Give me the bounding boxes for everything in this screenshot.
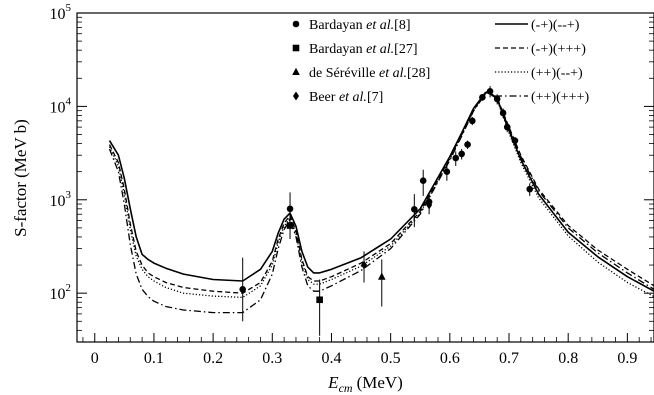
circle-point bbox=[458, 150, 465, 158]
legend-curve-label: (++)(+++) bbox=[531, 90, 589, 105]
y-tick-label: 104 bbox=[50, 95, 72, 116]
y-tick-label: 102 bbox=[50, 282, 72, 303]
y-tick-exponent: 2 bbox=[66, 282, 72, 294]
curve-4 bbox=[108, 92, 654, 314]
legend-entry-etal: et al. bbox=[366, 42, 394, 57]
legend-entry-ref: [27] bbox=[394, 42, 417, 57]
legend-entry-name: Bardayan bbox=[309, 18, 366, 33]
x-axis-title-unit: (MeV) bbox=[357, 373, 403, 392]
circle-point bbox=[452, 154, 460, 162]
legend-entry-name: de Séréville bbox=[309, 66, 379, 81]
legend-entry-label: Beer et al.[7] bbox=[309, 90, 383, 105]
legend-curve-label: (-+)(+++) bbox=[531, 42, 586, 57]
legend-entry-ref: [8] bbox=[394, 18, 410, 33]
x-axis-title: Ecm (MeV) bbox=[327, 373, 403, 395]
circle-point bbox=[239, 286, 247, 293]
x-axis-title-var: E bbox=[327, 373, 339, 392]
legend-entry-label: Bardayan et al.[27] bbox=[309, 42, 417, 57]
data-series-1 bbox=[239, 86, 534, 322]
circle-point bbox=[479, 94, 486, 101]
legend-entry-etal: et al. bbox=[339, 90, 367, 105]
y-tick-base: 10 bbox=[50, 99, 66, 116]
x-tick-label: 0.6 bbox=[440, 350, 460, 367]
circle-point bbox=[526, 185, 534, 193]
x-tick-label: 0.4 bbox=[321, 350, 341, 367]
y-tick-base: 10 bbox=[50, 6, 66, 23]
circle-point bbox=[419, 177, 427, 185]
circle-point bbox=[493, 95, 501, 103]
points-layer bbox=[239, 86, 534, 336]
y-tick-exponent: 3 bbox=[66, 189, 72, 201]
square-point bbox=[316, 296, 323, 304]
legend: Bardayan et al.[8]Bardayan et al.[27]de … bbox=[292, 18, 589, 105]
x-tick-label: 0.3 bbox=[262, 350, 282, 367]
data-series-3 bbox=[377, 259, 386, 307]
x-axis-title-sub: cm bbox=[339, 381, 353, 395]
diamond-point bbox=[426, 200, 433, 210]
y-axis-title: S-factor (MeV b) bbox=[11, 119, 30, 237]
circle-point bbox=[464, 141, 471, 148]
legend-entry-ref: [7] bbox=[367, 90, 383, 105]
x-tick-label: 0.1 bbox=[144, 350, 164, 367]
y-tick-exponent: 4 bbox=[66, 95, 72, 107]
legend-curve-label: (-+)(--+) bbox=[531, 18, 580, 33]
data-series-4 bbox=[361, 197, 433, 283]
square-point bbox=[286, 222, 294, 229]
legend-circle-marker bbox=[292, 20, 300, 28]
diamond-point bbox=[361, 260, 368, 270]
triangle-point bbox=[377, 272, 386, 280]
data-series-2 bbox=[286, 214, 323, 336]
x-tick-label: 0.2 bbox=[203, 350, 223, 367]
circle-point bbox=[286, 205, 294, 213]
y-tick-exponent: 5 bbox=[66, 2, 72, 14]
x-tick-label: 0.8 bbox=[558, 350, 578, 367]
legend-curve-label: (++)(--+) bbox=[531, 66, 583, 81]
legend-diamond-marker bbox=[293, 91, 299, 101]
x-tick-label: 0.5 bbox=[381, 350, 401, 367]
y-tick-base: 10 bbox=[50, 193, 66, 210]
legend-entry-name: Bardayan bbox=[309, 42, 366, 57]
circle-point bbox=[411, 206, 418, 213]
x-tick-label: 0.9 bbox=[617, 350, 637, 367]
circle-point bbox=[469, 117, 476, 125]
circle-point bbox=[443, 168, 451, 175]
curves-layer bbox=[108, 90, 654, 314]
legend-entry-ref: [28] bbox=[407, 66, 430, 81]
legend-entry-name: Beer bbox=[309, 90, 339, 105]
y-tick-label: 103 bbox=[50, 189, 72, 210]
y-tick-base: 10 bbox=[50, 286, 66, 303]
x-tick-label: 0.7 bbox=[499, 350, 519, 367]
legend-entry-etal: et al. bbox=[379, 66, 407, 81]
legend-entry-etal: et al. bbox=[366, 18, 394, 33]
y-tick-label: 105 bbox=[50, 2, 72, 23]
circle-point bbox=[486, 88, 494, 95]
circle-point bbox=[511, 137, 519, 144]
legend-square-marker bbox=[292, 44, 300, 52]
legend-entry-label: de Séréville et al.[28] bbox=[309, 66, 430, 81]
legend-triangle-marker bbox=[292, 67, 300, 75]
circle-point bbox=[503, 123, 511, 131]
legend-entry-label: Bardayan et al.[8] bbox=[309, 18, 410, 33]
x-tick-label: 0 bbox=[91, 350, 99, 367]
plot-frame bbox=[76, 12, 654, 343]
circle-point bbox=[499, 109, 507, 117]
